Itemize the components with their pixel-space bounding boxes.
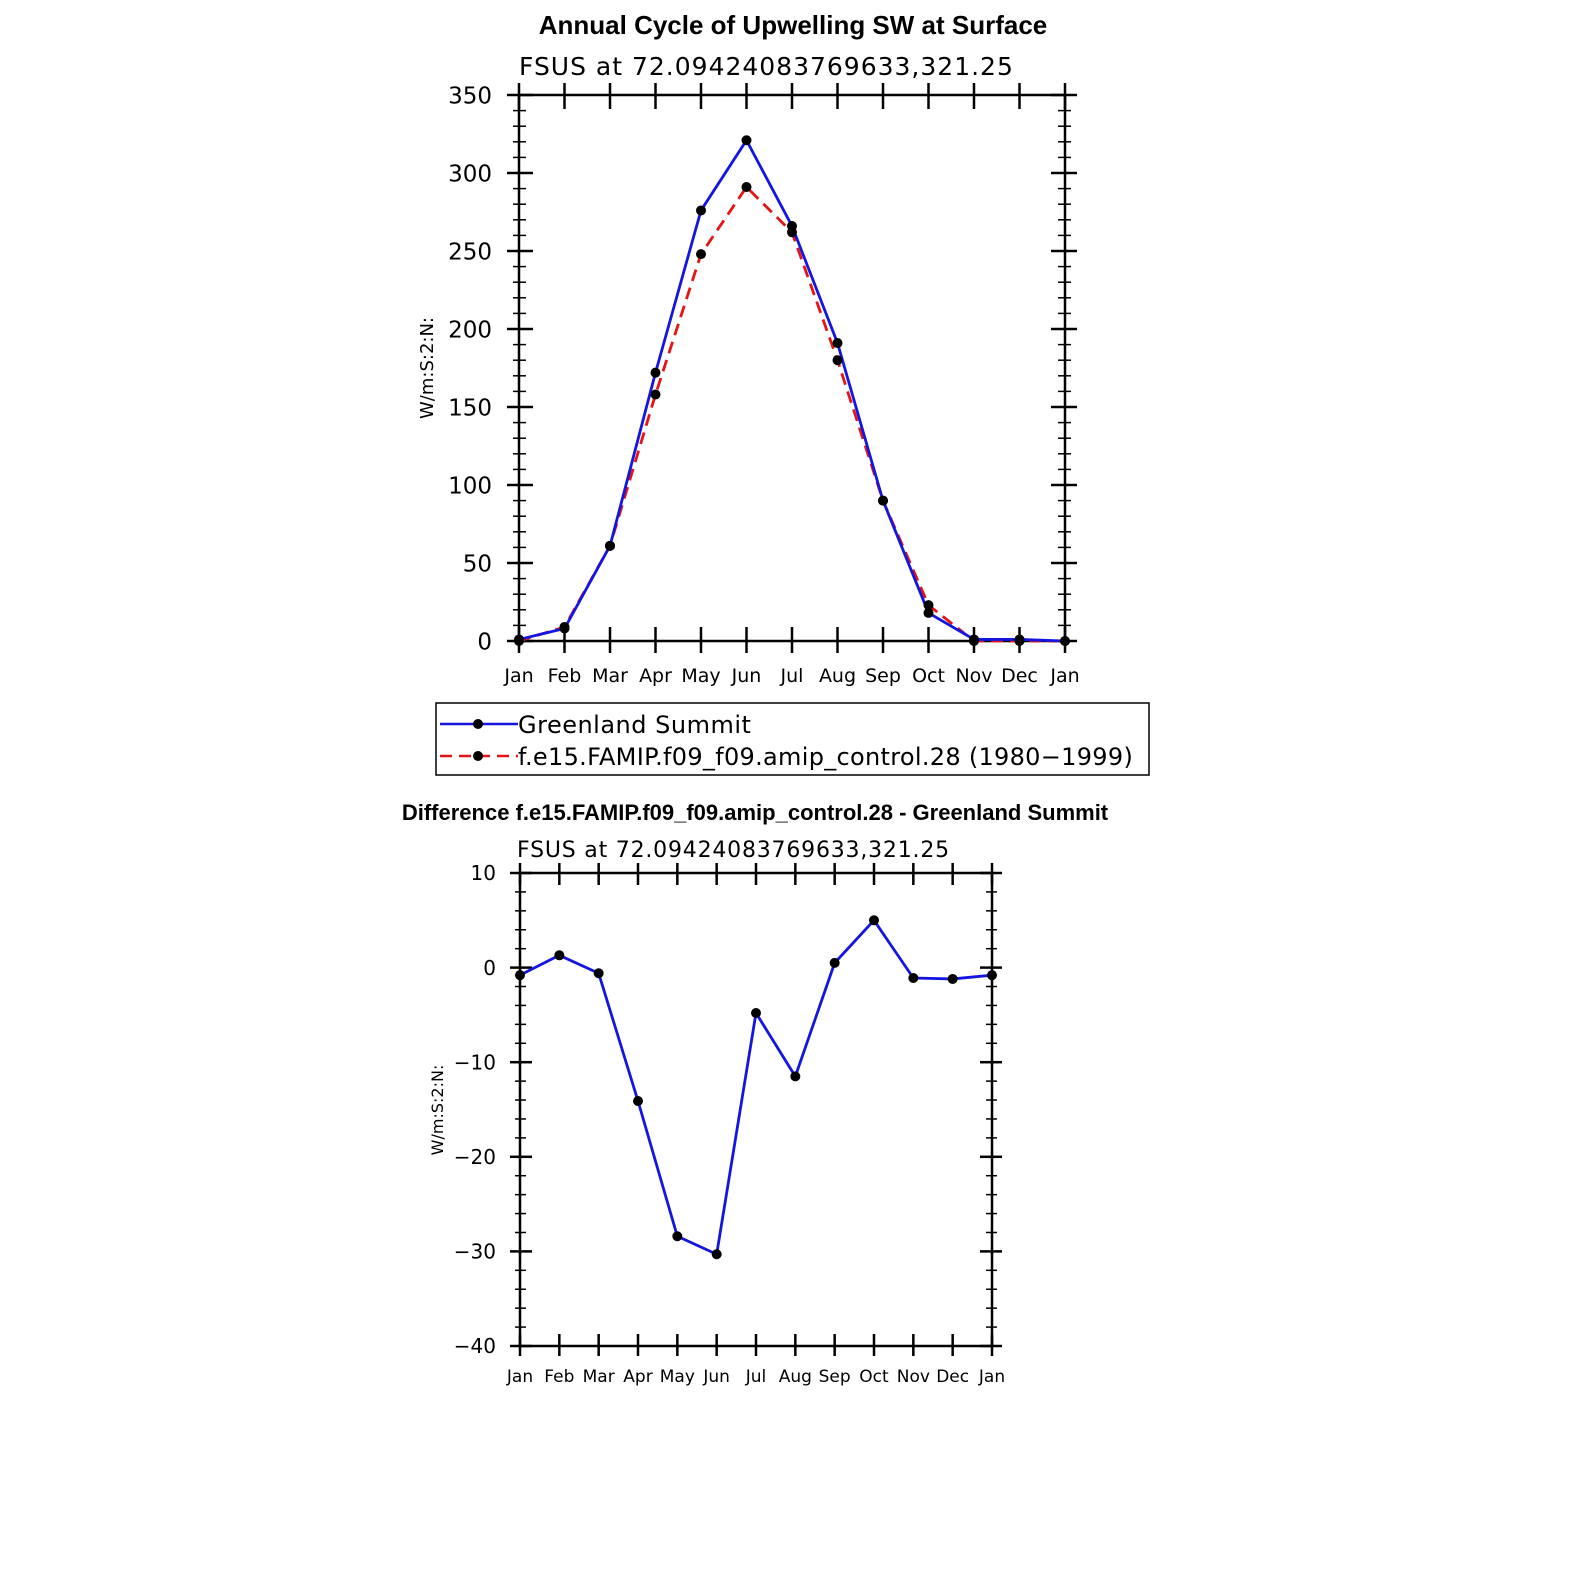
x-tick-label: Apr — [623, 1367, 652, 1387]
x-tick-label: Jan — [503, 665, 533, 687]
x-tick-label: May — [681, 665, 720, 687]
data-point-s0-10 — [969, 634, 979, 645]
y-tick-label: −10 — [454, 1050, 496, 1074]
data-point-s0-7 — [790, 1071, 801, 1082]
data-point-s1-3 — [650, 389, 661, 400]
legend-label-greenland: Greenland Summit — [518, 711, 751, 739]
chart2-series — [515, 915, 997, 1260]
data-point-s0-7 — [832, 338, 843, 349]
y-tick-label: 0 — [483, 956, 496, 980]
x-tick-label: Apr — [639, 665, 672, 687]
y-tick-label: −30 — [454, 1240, 496, 1264]
chart2-y-tick-labels: −40 −30 −20 −10 0 10 — [454, 861, 496, 1358]
chart1-ticks — [507, 83, 1077, 653]
x-tick-label: Mar — [592, 665, 628, 687]
data-point-s0-11 — [947, 973, 958, 984]
data-point-s0-6 — [787, 221, 797, 232]
x-tick-label: Dec — [1001, 665, 1038, 687]
chart2-x-tick-labels: Jan Feb Mar Apr May Jun Jul Aug Sep Oct Nov Dec Jan — [506, 1367, 1005, 1387]
chart2-subtitle: FSUS at 72.09424083769633,321.25 — [517, 838, 950, 863]
data-point-s1-7 — [832, 355, 843, 366]
data-point-s0-9 — [869, 915, 879, 926]
y-tick-label: 150 — [448, 395, 492, 421]
data-point-s0-1 — [554, 950, 565, 961]
legend-marker-greenland — [473, 719, 483, 729]
x-tick-label: Jan — [506, 1367, 533, 1387]
data-point-s0-10 — [908, 973, 919, 984]
annual-cycle-chart: Annual Cycle of Upwelling SW at Surface … — [417, 10, 1150, 776]
data-point-s0-4 — [672, 1231, 683, 1242]
x-tick-label: Nov — [955, 665, 992, 687]
x-tick-label: Feb — [544, 1367, 574, 1387]
x-tick-label: Jan — [1049, 665, 1079, 687]
data-point-s0-8 — [829, 957, 840, 968]
x-tick-label: Mar — [583, 1367, 615, 1387]
chart2-title: Difference f.e15.FAMIP.f09_f09.amip_cont… — [402, 800, 1109, 825]
x-tick-label: Jul — [745, 1367, 767, 1387]
data-point-s1-9 — [923, 600, 934, 611]
data-point-s0-4 — [696, 205, 706, 216]
x-tick-label: May — [660, 1367, 695, 1387]
y-tick-label: 50 — [463, 551, 492, 577]
chart2-ylabel: W/m:S:2:N: — [428, 1065, 447, 1156]
y-tick-label: 300 — [448, 161, 492, 187]
data-point-s0-3 — [650, 367, 661, 378]
y-tick-label: 350 — [448, 83, 492, 109]
x-tick-label: Aug — [819, 665, 856, 687]
chart1-legend: Greenland Summit f.e15.FAMIP.f09_f09.ami… — [435, 702, 1150, 776]
data-point-s0-0 — [515, 970, 525, 981]
data-point-s1-5 — [741, 182, 752, 193]
y-tick-label: 100 — [448, 473, 492, 499]
chart1-y-tick-labels: 0 50 100 150 200 250 300 350 — [448, 83, 492, 655]
data-point-s0-5 — [711, 1249, 722, 1260]
x-tick-label: Jan — [978, 1367, 1005, 1387]
x-tick-label: Oct — [859, 1367, 889, 1387]
data-point-s0-6 — [751, 1008, 761, 1019]
legend-marker-model — [473, 751, 483, 761]
data-point-s0-3 — [633, 1095, 643, 1106]
data-point-s0-2 — [605, 540, 615, 551]
y-tick-label: −20 — [454, 1145, 496, 1169]
legend-label-model: f.e15.FAMIP.f09_f09.amip_control.28 (198… — [518, 743, 1133, 771]
data-point-s0-0 — [514, 634, 524, 645]
y-tick-label: 0 — [477, 629, 492, 655]
series-line-1 — [518, 185, 1065, 643]
series-line-0 — [518, 138, 1066, 643]
data-point-s0-12 — [987, 970, 997, 981]
y-tick-label: 250 — [448, 239, 492, 265]
data-point-s0-11 — [1014, 634, 1025, 645]
x-tick-label: Nov — [897, 1367, 930, 1387]
series-line-0 — [519, 918, 993, 1256]
x-tick-label: Sep — [819, 1367, 851, 1387]
y-tick-label: 10 — [471, 861, 496, 885]
data-point-s0-2 — [593, 968, 604, 979]
chart1-title: Annual Cycle of Upwelling SW at Surface — [539, 10, 1048, 40]
chart1-series — [514, 135, 1070, 646]
x-tick-label: Sep — [865, 665, 901, 687]
x-tick-label: Jul — [780, 665, 804, 687]
chart1-x-tick-labels: Jan Feb Mar Apr May Jun Jul Aug Sep Oct Nov Dec Jan — [503, 665, 1079, 687]
chart1-subtitle: FSUS at 72.09424083769633,321.25 — [519, 52, 1014, 81]
chart1-plot-frame — [517, 93, 1067, 643]
x-tick-label: Jun — [731, 665, 762, 687]
legend-box — [435, 702, 1150, 776]
chart2-ticks — [510, 863, 1002, 1356]
data-point-s0-12 — [1060, 636, 1070, 646]
data-point-s0-9 — [923, 607, 934, 618]
chart1-ylabel: W/m:S:2:N: — [417, 317, 438, 419]
x-tick-label: Aug — [779, 1367, 812, 1387]
x-tick-label: Feb — [548, 665, 582, 687]
y-tick-label: −40 — [454, 1334, 496, 1358]
difference-chart: Difference f.e15.FAMIP.f09_f09.amip_cont… — [402, 800, 1109, 1387]
data-point-s0-5 — [741, 135, 752, 146]
y-tick-label: 200 — [448, 317, 492, 343]
x-tick-label: Jun — [702, 1367, 730, 1387]
chart2-plot-frame — [518, 871, 994, 1348]
data-point-s0-8 — [878, 495, 888, 506]
data-point-s1-4 — [696, 249, 706, 260]
x-tick-label: Oct — [912, 665, 945, 687]
x-tick-label: Dec — [936, 1367, 969, 1387]
data-point-s0-1 — [559, 623, 570, 634]
